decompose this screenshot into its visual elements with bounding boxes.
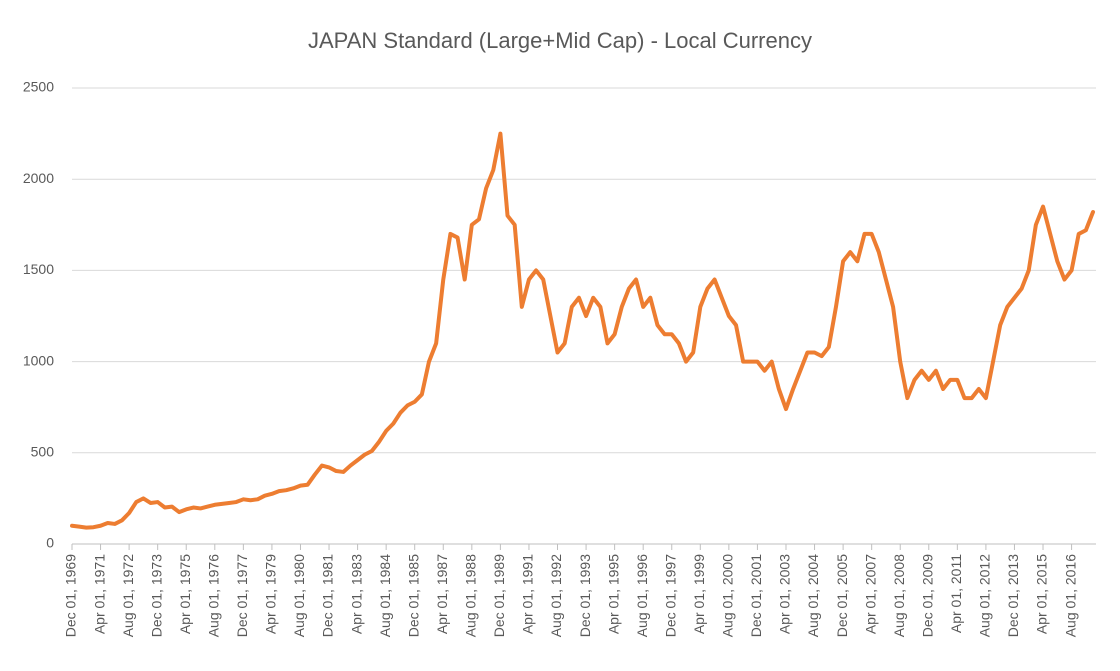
- x-tick-label: Apr 01, 1983: [348, 554, 364, 634]
- x-tick-label: Aug 01, 1992: [548, 554, 564, 638]
- x-tick-label: Apr 01, 1995: [605, 554, 621, 634]
- x-tick-label: Aug 01, 1980: [291, 554, 307, 638]
- x-tick-label: Apr 01, 1971: [91, 554, 107, 634]
- x-tick-label: Aug 01, 2004: [805, 554, 821, 638]
- x-tick-label: Dec 01, 2013: [1005, 554, 1021, 637]
- x-tick-label: Dec 01, 1969: [63, 554, 79, 637]
- x-tick-label: Apr 01, 2007: [862, 554, 878, 634]
- x-tick-label: Aug 01, 2008: [891, 554, 907, 638]
- x-tick-label: Apr 01, 2011: [948, 554, 964, 633]
- x-tick-label: Aug 01, 1984: [377, 554, 393, 638]
- chart-title: JAPAN Standard (Large+Mid Cap) - Local C…: [308, 28, 812, 53]
- x-tick-label: Dec 01, 1993: [577, 554, 593, 637]
- x-tick-label: Dec 01, 1977: [234, 554, 250, 637]
- line-series: [70, 131, 1095, 530]
- x-tick-label: Dec 01, 1985: [405, 554, 421, 637]
- x-tick-label: Apr 01, 1979: [263, 554, 279, 634]
- x-tick-label: Apr 01, 1975: [177, 554, 193, 634]
- y-tick-label: 1000: [23, 352, 54, 368]
- y-tick-label: 1500: [23, 261, 54, 277]
- x-tick-label: Aug 01, 2000: [720, 554, 736, 638]
- x-tick-label: Aug 01, 1972: [120, 554, 136, 638]
- x-tick-label: Dec 01, 1981: [320, 554, 336, 637]
- x-tick-label: Aug 01, 2012: [977, 554, 993, 638]
- x-tick-label: Dec 01, 1997: [662, 554, 678, 637]
- x-tick-label: Aug 01, 1976: [206, 554, 222, 638]
- y-tick-label: 2000: [23, 170, 54, 186]
- x-tick-label: Dec 01, 2005: [834, 554, 850, 637]
- y-tick-label: 2500: [23, 79, 54, 95]
- x-tick-label: Aug 01, 1988: [463, 554, 479, 638]
- x-tick-label: Apr 01, 1991: [520, 554, 536, 634]
- x-tick-label: Apr 01, 1999: [691, 554, 707, 634]
- x-tick-label: Apr 01, 2003: [777, 554, 793, 634]
- x-tick-label: Dec 01, 1973: [148, 554, 164, 637]
- y-tick-label: 500: [31, 444, 55, 460]
- x-tick-label: Aug 01, 1996: [634, 554, 650, 638]
- x-tick-label: Aug 01, 2016: [1062, 554, 1078, 638]
- y-tick-label: 0: [46, 535, 54, 551]
- x-tick-label: Dec 01, 2009: [919, 554, 935, 637]
- x-tick-label: Dec 01, 1989: [491, 554, 507, 637]
- x-tick-label: Dec 01, 2001: [748, 554, 764, 637]
- x-tick-label: Apr 01, 2015: [1034, 554, 1050, 634]
- x-tick-label: Apr 01, 1987: [434, 554, 450, 634]
